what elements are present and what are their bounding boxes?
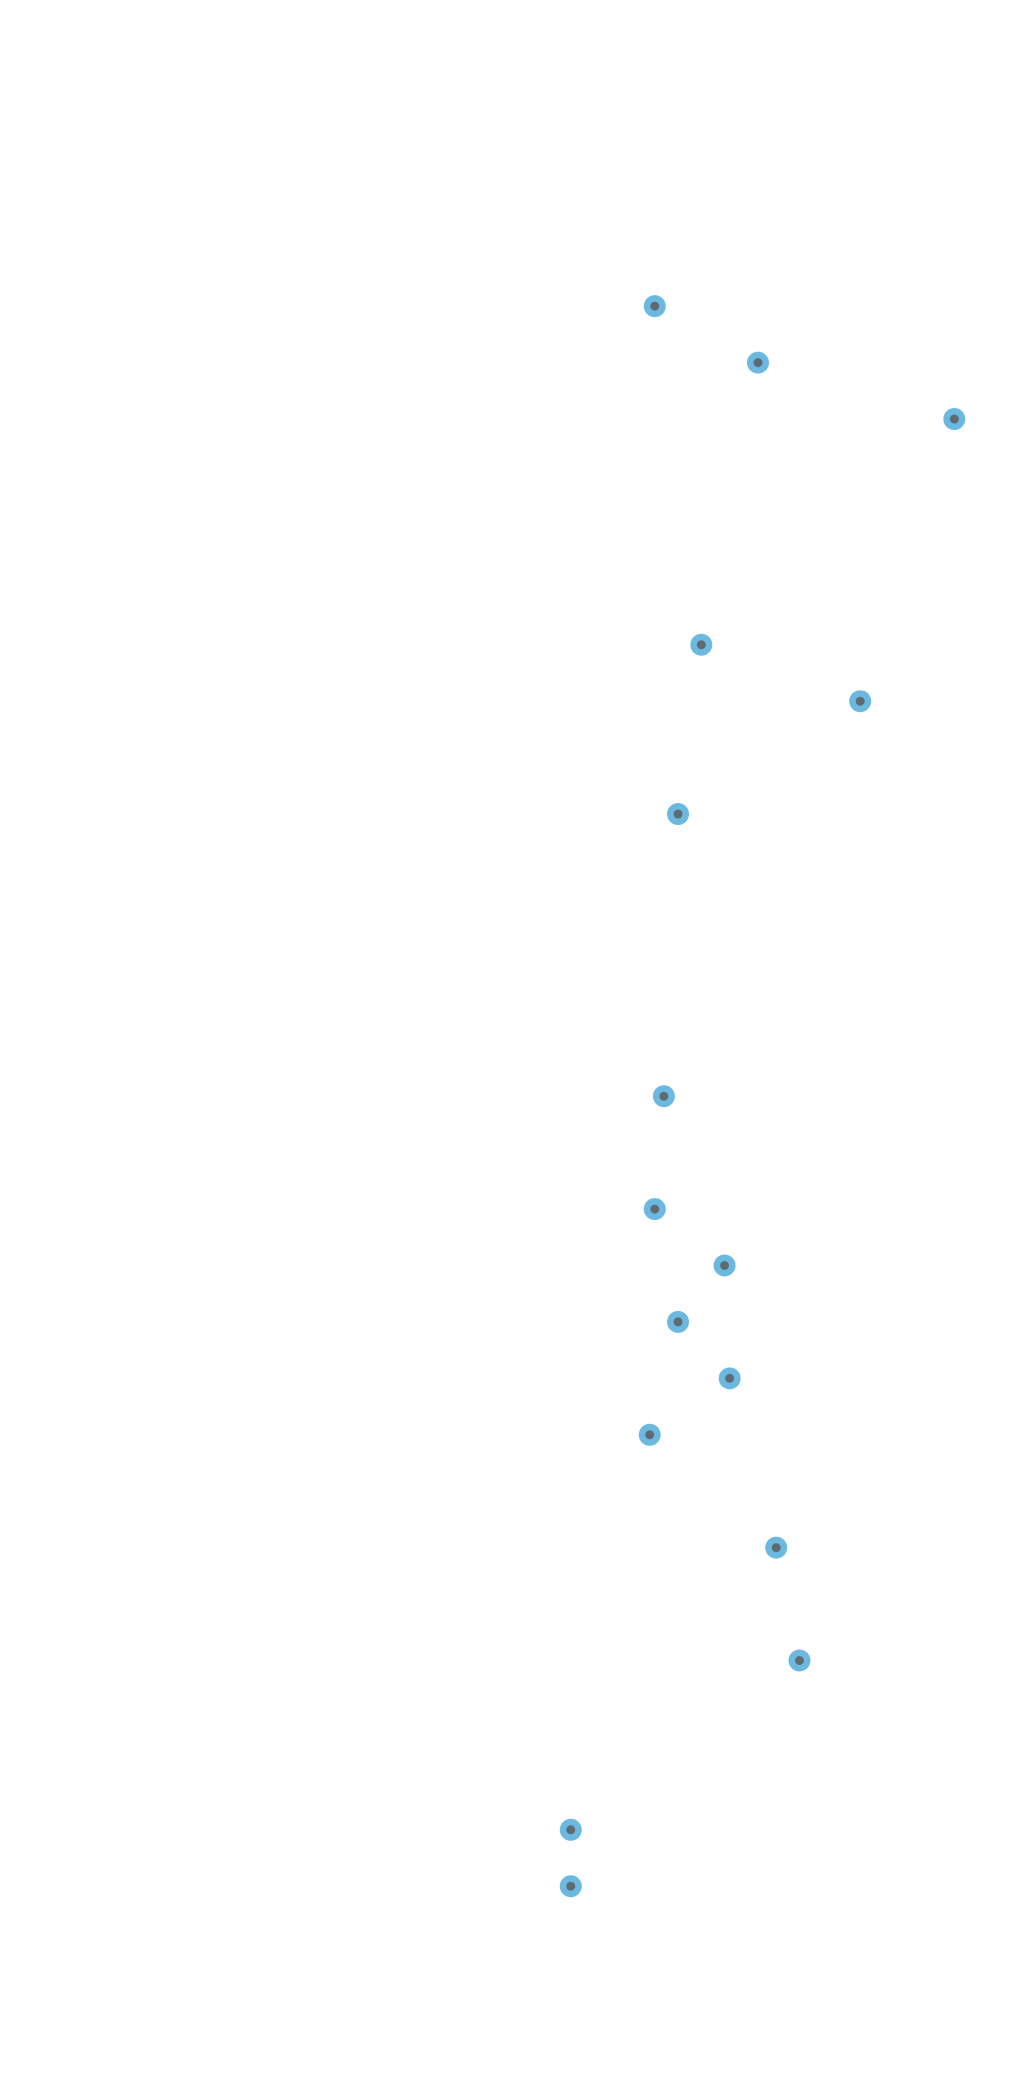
scatter-point-center [696, 640, 706, 650]
data-points-layer [559, 295, 966, 1898]
scatter-point-center [794, 1656, 804, 1666]
scatter-point [559, 1818, 582, 1841]
scatter-point-center [720, 1260, 730, 1270]
scatter-point [643, 295, 666, 318]
scatter-point-center [949, 414, 959, 424]
scatter-point [643, 1198, 666, 1221]
scatter-point [690, 633, 713, 656]
scatter-point [559, 1875, 582, 1898]
scatter-point [718, 1367, 741, 1390]
scatter-point-center [673, 1317, 683, 1327]
scatter-point-center [566, 1825, 576, 1835]
scatter-point [652, 1085, 675, 1108]
scatter-point-center [566, 1881, 576, 1891]
scatter-point-center [659, 1091, 669, 1101]
scatter-point-center [645, 1430, 655, 1440]
scatter-point-center [753, 358, 763, 368]
scatter-point [713, 1254, 736, 1277]
scatter-point-center [725, 1373, 735, 1383]
scatter-point-center [855, 696, 865, 706]
scatter-point [746, 351, 769, 374]
scatter-point [943, 408, 966, 431]
scatter-point [788, 1649, 811, 1672]
scatter-point-center [673, 809, 683, 819]
scatter-point [667, 803, 690, 826]
scatter-point-center [771, 1543, 781, 1553]
scatter-point-center [650, 301, 660, 311]
scatter-point [638, 1423, 661, 1446]
scatter-point [849, 690, 872, 713]
scatter-point [667, 1310, 690, 1333]
scatter-point-center [650, 1204, 660, 1214]
scatter-point [765, 1536, 788, 1559]
